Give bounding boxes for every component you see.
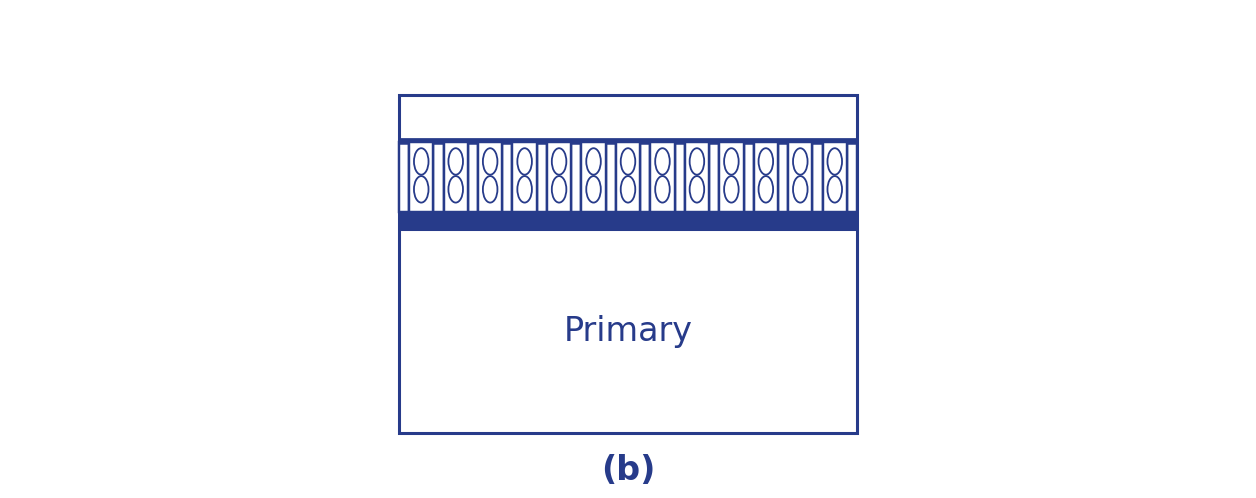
Bar — [467, 142, 479, 212]
Ellipse shape — [793, 148, 808, 175]
Bar — [789, 142, 813, 212]
Bar — [512, 142, 536, 212]
Ellipse shape — [551, 148, 566, 175]
Ellipse shape — [690, 176, 705, 203]
Bar — [479, 142, 502, 212]
Ellipse shape — [759, 176, 774, 203]
Bar — [443, 142, 467, 212]
Ellipse shape — [482, 176, 497, 203]
Ellipse shape — [517, 148, 531, 175]
Bar — [399, 142, 409, 212]
Ellipse shape — [725, 148, 739, 175]
Ellipse shape — [517, 176, 531, 203]
Ellipse shape — [448, 148, 463, 175]
Ellipse shape — [656, 148, 669, 175]
Ellipse shape — [587, 176, 600, 203]
Text: Primary: Primary — [564, 315, 692, 348]
Bar — [720, 142, 744, 212]
Ellipse shape — [725, 176, 739, 203]
Ellipse shape — [620, 176, 636, 203]
Bar — [777, 142, 789, 212]
Bar — [754, 142, 777, 212]
Bar — [651, 142, 674, 212]
Bar — [674, 142, 685, 212]
Ellipse shape — [482, 148, 497, 175]
Ellipse shape — [551, 176, 566, 203]
Ellipse shape — [828, 148, 842, 175]
Ellipse shape — [620, 148, 636, 175]
Bar — [605, 142, 615, 212]
Bar — [582, 142, 605, 212]
Bar — [847, 142, 857, 212]
Ellipse shape — [656, 176, 669, 203]
Bar — [641, 142, 651, 212]
Bar — [615, 142, 641, 212]
Ellipse shape — [828, 176, 842, 203]
Bar — [546, 142, 571, 212]
Text: (b): (b) — [600, 454, 656, 487]
Ellipse shape — [587, 148, 600, 175]
Ellipse shape — [793, 176, 808, 203]
Ellipse shape — [414, 148, 428, 175]
Bar — [710, 142, 720, 212]
Bar — [685, 142, 710, 212]
Bar — [744, 142, 754, 212]
Bar — [502, 142, 512, 212]
Bar — [536, 142, 546, 212]
Bar — [409, 142, 433, 212]
Bar — [823, 142, 847, 212]
Bar — [571, 142, 582, 212]
Ellipse shape — [690, 148, 705, 175]
Bar — [813, 142, 823, 212]
Text: Secondary: Secondary — [540, 139, 716, 172]
Bar — [433, 142, 443, 212]
Ellipse shape — [759, 148, 774, 175]
Bar — [399, 212, 857, 229]
Bar — [399, 95, 857, 433]
Ellipse shape — [448, 176, 463, 203]
Ellipse shape — [414, 176, 428, 203]
